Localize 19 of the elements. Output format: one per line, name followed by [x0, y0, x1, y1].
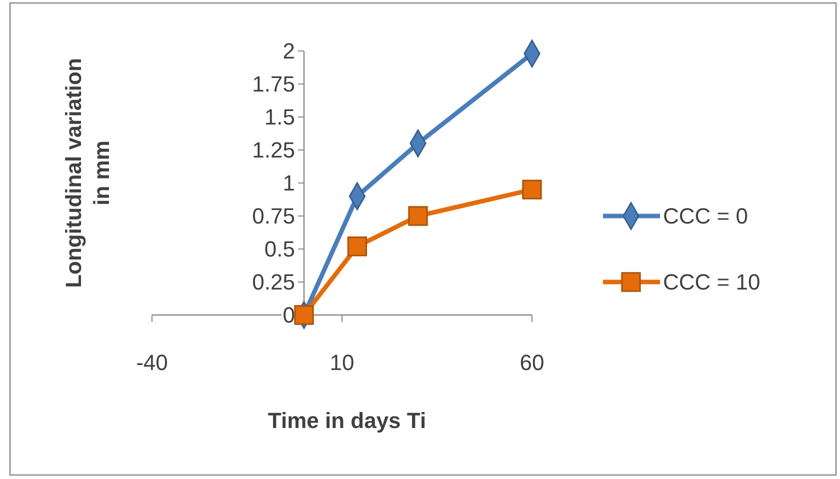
point	[347, 236, 368, 256]
x-tick-label: 60	[520, 350, 544, 375]
point	[408, 206, 428, 226]
y-tick-label: 1.5	[264, 104, 295, 130]
y-tick-label: 0.75	[252, 204, 295, 229]
y-tick-label: 1.75	[252, 72, 295, 97]
legend-label: CCC = 0	[663, 204, 748, 229]
x-tick-label: -40	[136, 350, 168, 375]
y-tick-label: 0.25	[252, 270, 295, 295]
x-tick-label: 10	[330, 350, 354, 375]
y-axis-title: Longitudinal variation in mm	[61, 58, 114, 288]
x-axis-title: Time in days Ti	[268, 408, 426, 433]
y-tick-label: 1.25	[252, 138, 295, 163]
y-tick-label: 2	[282, 38, 295, 64]
legend-label: CCC = 10	[663, 270, 760, 295]
y-tick-label: 1	[282, 170, 295, 196]
point	[294, 305, 314, 325]
point	[522, 180, 542, 200]
y-tick-label: 0.5	[264, 236, 295, 262]
